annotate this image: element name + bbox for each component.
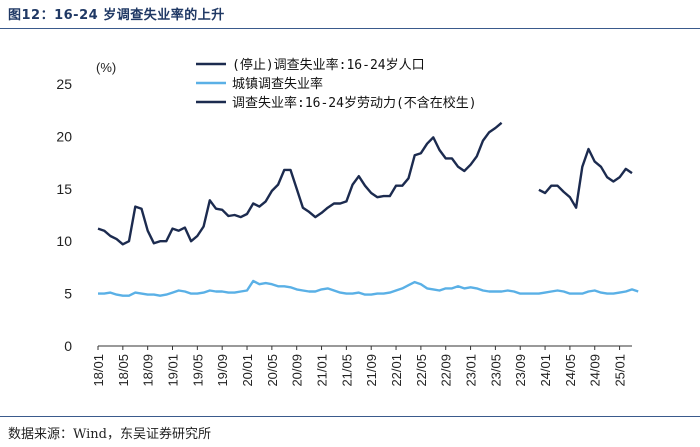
x-tick-label: 20/09 — [290, 354, 305, 387]
x-tick-label: 21/01 — [315, 354, 330, 387]
x-tick-label: 18/09 — [141, 354, 156, 387]
x-tick-label: 22/05 — [414, 354, 429, 387]
figure-title: 图12：16-24 岁调查失业率的上升 — [8, 8, 225, 23]
series-lines — [97, 121, 639, 297]
x-tick-label: 20/01 — [240, 354, 255, 387]
bottom-rule — [0, 416, 700, 417]
x-tick-label: 19/09 — [215, 354, 230, 387]
x-tick-label: 18/05 — [116, 354, 131, 387]
y-tick-label: 0 — [64, 338, 72, 354]
series-line-2 — [98, 279, 639, 297]
legend: (停止)调查失业率:16-24岁人口 城镇调查失业率 调查失业率:16-24岁劳… — [196, 57, 477, 111]
series-line-1 — [97, 121, 503, 246]
x-tick-label: 24/05 — [563, 354, 578, 387]
x-tick-label: 22/01 — [389, 354, 404, 387]
x-tick-label: 19/01 — [166, 354, 181, 387]
top-rule — [0, 28, 700, 29]
x-tick-label: 21/09 — [364, 354, 379, 387]
x-tick-label: 24/01 — [538, 354, 553, 387]
x-tick-label: 24/09 — [588, 354, 603, 387]
x-tick-label: 23/01 — [464, 354, 479, 387]
y-unit-label: (%) — [96, 60, 116, 75]
y-tick-label: 5 — [64, 286, 72, 302]
x-tick-label: 18/01 — [91, 354, 106, 387]
y-axis-ticks: 0 5 10 15 20 25 — [56, 76, 72, 354]
source-note: 数据来源：Wind，东吴证券研究所 — [8, 427, 211, 442]
y-tick-label: 25 — [56, 76, 72, 92]
legend-label-series-3: 调查失业率:16-24岁劳动力(不含在校生) — [232, 95, 477, 111]
x-tick-label: 23/09 — [513, 354, 528, 387]
x-tick-label: 23/05 — [488, 354, 503, 387]
x-tick-label: 21/05 — [339, 354, 354, 387]
x-tick-label: 22/09 — [439, 354, 454, 387]
legend-label-series-1: (停止)调查失业率:16-24岁人口 — [232, 57, 425, 73]
y-tick-label: 15 — [56, 181, 72, 197]
line-chart: (%) 0 5 10 15 20 25 18/01 18/05 18/09 19/01 19/05… — [56, 57, 639, 387]
x-tick-label: 20/05 — [265, 354, 280, 387]
series-line-3 — [538, 147, 633, 209]
x-tick-label: 25/01 — [613, 354, 628, 387]
x-axis-ticks: 18/01 18/05 18/09 19/01 19/05 19/09 20/01 20/05… — [91, 346, 628, 387]
y-tick-label: 10 — [56, 233, 72, 249]
x-tick-label: 19/05 — [190, 354, 205, 387]
y-tick-label: 20 — [56, 128, 72, 144]
legend-label-series-2: 城镇调查失业率 — [232, 76, 323, 92]
